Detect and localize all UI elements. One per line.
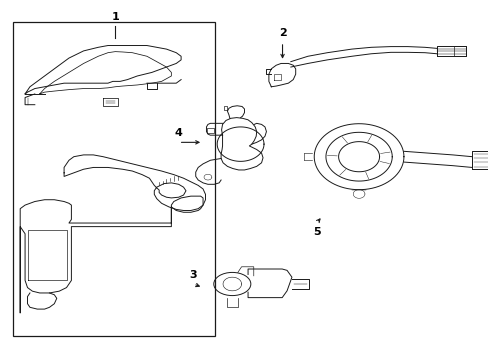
- Text: 2: 2: [278, 28, 286, 38]
- Text: 1: 1: [111, 12, 119, 22]
- Text: 5: 5: [312, 227, 320, 237]
- Bar: [13, 22, 215, 336]
- Text: 4: 4: [174, 129, 182, 138]
- Text: 3: 3: [189, 270, 197, 280]
